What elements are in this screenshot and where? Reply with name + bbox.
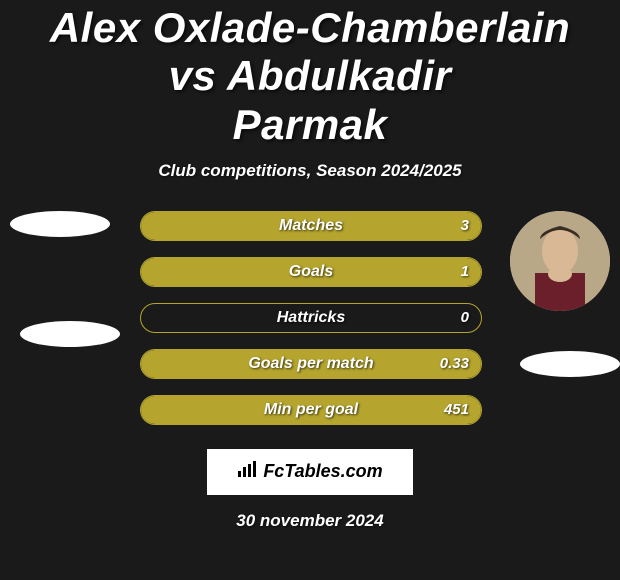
comparison-title: Alex Oxlade-Chamberlain vs Abdulkadir Pa… xyxy=(0,0,620,149)
bar-value-right: 3 xyxy=(461,212,469,240)
subtitle: Club competitions, Season 2024/2025 xyxy=(0,161,620,181)
bar-label: Goals xyxy=(141,258,481,286)
bar-value-right: 0 xyxy=(461,304,469,332)
player2-avatar xyxy=(510,211,610,311)
bar-value-right: 0.33 xyxy=(440,350,469,378)
player1-name: Alex Oxlade-Chamberlain xyxy=(50,4,570,51)
bar-value-right: 1 xyxy=(461,258,469,286)
player2-club-badge xyxy=(520,351,620,377)
player2-name-part1: Abdulkadir xyxy=(227,52,451,99)
snapshot-date: 30 november 2024 xyxy=(0,511,620,531)
stat-bar: Goals per match0.33 xyxy=(140,349,482,379)
vs-text: vs xyxy=(169,52,217,99)
player1-club-badge xyxy=(20,321,120,347)
bar-label: Hattricks xyxy=(141,304,481,332)
bar-label: Min per goal xyxy=(141,396,481,424)
stat-bar: Min per goal451 xyxy=(140,395,482,425)
comparison-chart: Matches3Goals1Hattricks0Goals per match0… xyxy=(0,211,620,441)
stat-bar: Goals1 xyxy=(140,257,482,287)
title-line-2: Parmak xyxy=(20,101,600,149)
bar-label: Matches xyxy=(141,212,481,240)
player1-avatar-placeholder xyxy=(10,211,110,237)
bar-label: Goals per match xyxy=(141,350,481,378)
logo-chart-icon xyxy=(237,461,257,482)
stat-bars: Matches3Goals1Hattricks0Goals per match0… xyxy=(140,211,482,441)
logo-text: FcTables.com xyxy=(263,461,382,482)
stat-bar: Hattricks0 xyxy=(140,303,482,333)
bar-value-right: 451 xyxy=(444,396,469,424)
avatar-icon xyxy=(510,211,610,311)
stat-bar: Matches3 xyxy=(140,211,482,241)
fctables-logo: FcTables.com xyxy=(207,449,413,495)
title-line-1: Alex Oxlade-Chamberlain vs Abdulkadir xyxy=(20,4,600,101)
